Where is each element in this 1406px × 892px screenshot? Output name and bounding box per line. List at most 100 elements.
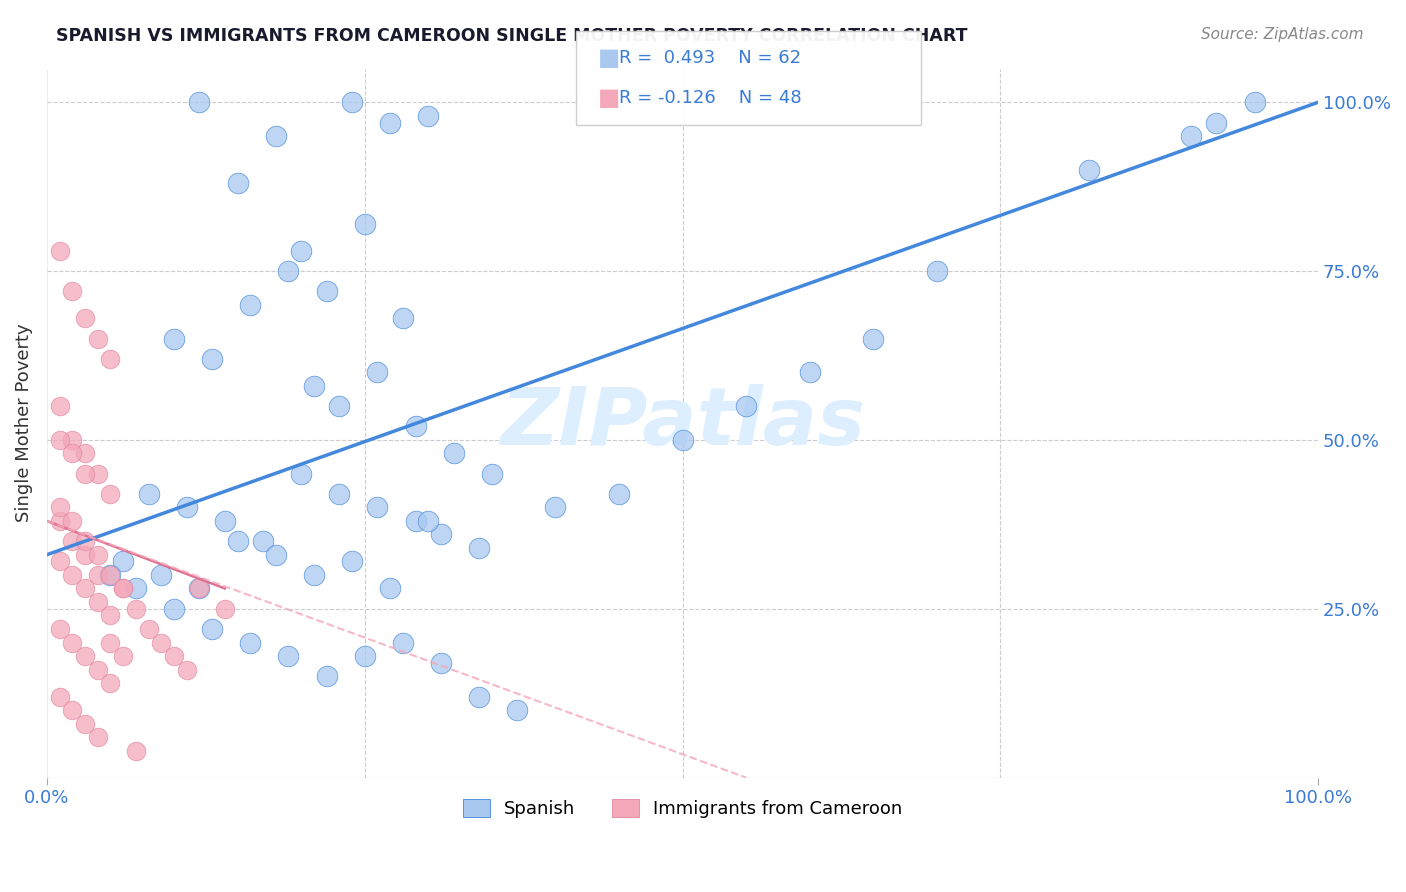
Point (735, 399, 758, 413)
Point (214, 601, 236, 615)
Point (799, 365, 821, 379)
Point (100, 608, 122, 623)
Point (87, 332, 110, 346)
Point (378, 582, 401, 596)
Point (277, 264, 299, 278)
Point (48, 690, 70, 704)
Point (201, 622, 224, 636)
Point (1205, 115, 1227, 129)
Point (48, 433, 70, 447)
Point (405, 419, 427, 434)
Point (378, 115, 401, 129)
Point (73, 716, 96, 731)
Point (60, 635, 83, 649)
Point (214, 514, 236, 528)
Point (302, 379, 325, 393)
Point (100, 351, 122, 366)
Point (125, 743, 148, 757)
Text: ZIPatlas: ZIPatlas (501, 384, 865, 462)
Text: Source: ZipAtlas.com: Source: ZipAtlas.com (1201, 27, 1364, 42)
Point (163, 332, 186, 346)
Point (73, 582, 96, 596)
Point (188, 95, 211, 110)
Point (60, 514, 83, 528)
Point (468, 541, 491, 555)
Point (418, 109, 440, 123)
Point (125, 601, 148, 615)
Point (112, 554, 135, 568)
Point (87, 467, 110, 481)
Point (60, 703, 83, 717)
Point (353, 217, 375, 231)
Point (340, 95, 363, 110)
Point (60, 446, 83, 460)
Point (443, 446, 465, 460)
Point (176, 663, 198, 677)
Point (60, 568, 83, 582)
Point (48, 500, 70, 515)
Point (277, 648, 299, 663)
Y-axis label: Single Mother Poverty: Single Mother Poverty (15, 324, 32, 523)
Point (392, 635, 415, 649)
Point (48, 622, 70, 636)
Point (87, 568, 110, 582)
Point (87, 548, 110, 562)
Point (315, 669, 337, 683)
Point (48, 244, 70, 258)
Point (506, 703, 529, 717)
Point (290, 244, 312, 258)
Point (73, 548, 96, 562)
Text: R = -0.126    N = 48: R = -0.126 N = 48 (619, 89, 801, 107)
Point (138, 487, 160, 501)
Point (100, 487, 122, 501)
Point (100, 568, 122, 582)
Point (60, 534, 83, 549)
Point (73, 467, 96, 481)
Point (150, 635, 173, 649)
Point (353, 648, 375, 663)
Point (112, 582, 135, 596)
Point (48, 399, 70, 413)
Point (671, 433, 693, 447)
Point (328, 399, 350, 413)
Point (188, 582, 211, 596)
Text: ■: ■ (598, 46, 620, 70)
Point (1180, 129, 1202, 144)
Point (315, 285, 337, 299)
Point (73, 648, 96, 663)
Point (73, 534, 96, 549)
Point (138, 622, 160, 636)
Point (188, 582, 211, 596)
Point (201, 351, 224, 366)
Point (87, 663, 110, 677)
Point (48, 514, 70, 528)
Point (264, 129, 287, 144)
Point (1243, 95, 1265, 110)
Point (73, 446, 96, 460)
Point (163, 648, 186, 663)
Point (468, 690, 491, 704)
Point (112, 648, 135, 663)
Point (163, 601, 186, 615)
Point (60, 433, 83, 447)
Point (48, 554, 70, 568)
Text: SPANISH VS IMMIGRANTS FROM CAMEROON SINGLE MOTHER POVERTY CORRELATION CHART: SPANISH VS IMMIGRANTS FROM CAMEROON SING… (56, 27, 967, 45)
Text: ■: ■ (598, 87, 620, 110)
Point (100, 568, 122, 582)
Point (1078, 162, 1101, 177)
Point (862, 332, 884, 346)
Point (239, 298, 262, 312)
Point (328, 487, 350, 501)
Point (60, 285, 83, 299)
Point (481, 467, 503, 481)
Point (252, 534, 274, 549)
Point (264, 548, 287, 562)
Point (100, 635, 122, 649)
Point (290, 467, 312, 481)
Point (418, 514, 440, 528)
Legend: Spanish, Immigrants from Cameroon: Spanish, Immigrants from Cameroon (456, 791, 910, 825)
Point (112, 582, 135, 596)
Point (392, 311, 415, 326)
Point (125, 582, 148, 596)
Point (226, 534, 249, 549)
